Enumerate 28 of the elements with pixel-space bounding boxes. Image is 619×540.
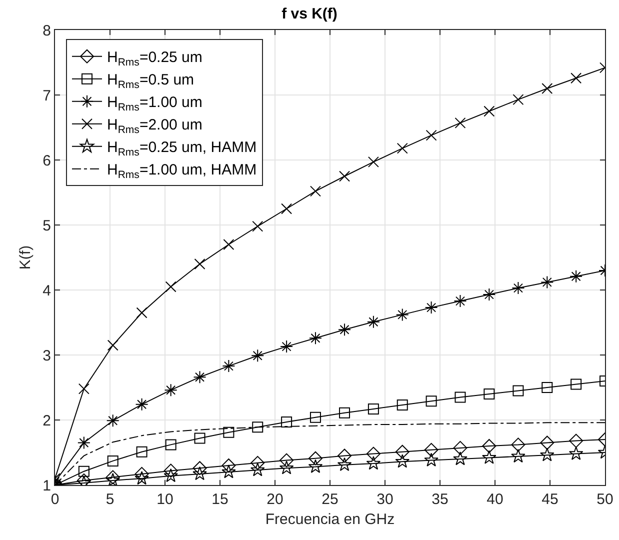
- x-tick-label: 35: [432, 491, 448, 508]
- x-tick-label: 10: [156, 491, 174, 508]
- legend-label: H$_{Rms}$=1.00 um, HAMM: [107, 162, 257, 181]
- legend-label: H$_{Rms}$=0.25 um: [107, 49, 202, 68]
- x-axis-title: Frecuencia en GHz: [265, 511, 395, 528]
- x-tick-label: 15: [212, 491, 228, 508]
- y-tick-label: 5: [42, 217, 51, 234]
- legend-label: H$_{Rms}$=0.25 um, HAMM: [107, 139, 257, 158]
- x-tick-label: 45: [542, 491, 558, 508]
- legend-label: H$_{Rms}$=1.00 um: [107, 94, 202, 114]
- x-tick-label: 30: [376, 491, 394, 508]
- y-tick-label: 2: [42, 412, 51, 430]
- x-tick-label: 20: [266, 491, 284, 508]
- y-tick-label: 6: [42, 152, 51, 170]
- x-tick-label: 50: [596, 491, 614, 508]
- y-tick-label: 3: [42, 347, 51, 364]
- y-tick-label: 8: [42, 22, 51, 40]
- x-tick-label: 5: [106, 491, 114, 508]
- y-tick-label: 7: [42, 87, 51, 104]
- x-tick-label: 40: [486, 491, 504, 508]
- x-tick-label: 25: [322, 491, 338, 508]
- legend-label: H$_{Rms}$=0.5 um: [107, 72, 194, 91]
- legend-label: H$_{Rms}$=2.00 um: [107, 116, 202, 136]
- y-tick-label: 1: [42, 477, 51, 494]
- y-tick-label: 4: [42, 282, 51, 300]
- x-tick-label: 0: [50, 491, 60, 508]
- y-axis-title: K(f): [16, 245, 34, 270]
- chart-title: f vs K(f): [282, 6, 338, 23]
